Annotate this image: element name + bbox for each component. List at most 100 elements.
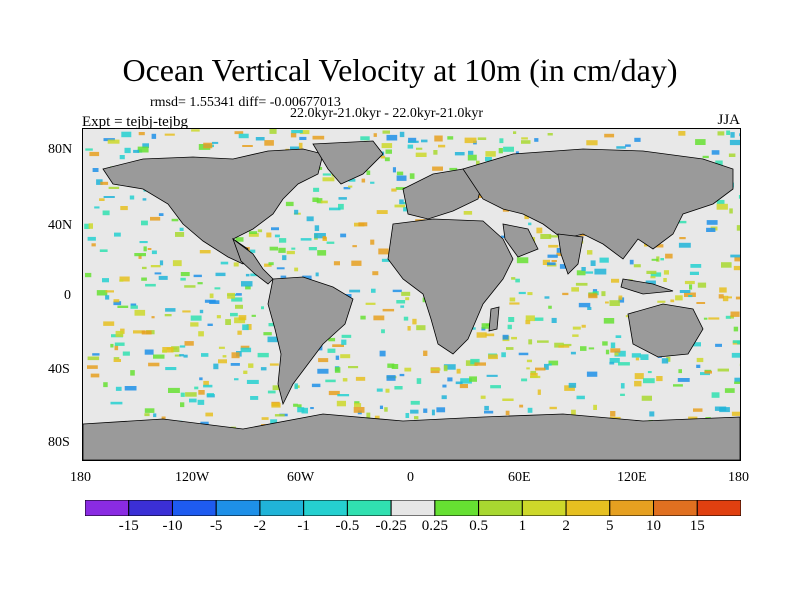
field-cell (730, 311, 740, 317)
field-cell (697, 282, 707, 288)
field-cell (530, 372, 538, 378)
field-cell (168, 387, 180, 393)
field-cell (153, 354, 165, 359)
field-cell (137, 146, 149, 153)
field-cell (274, 234, 280, 238)
field-cell (715, 160, 723, 167)
field-cell (328, 337, 336, 342)
arabia-landmass (502, 223, 539, 258)
field-cell (142, 266, 147, 270)
field-cell (209, 293, 214, 299)
field-cell (272, 385, 284, 391)
field-cell (730, 132, 735, 138)
field-cell (732, 340, 742, 344)
field-cell (184, 285, 196, 288)
south-america-landmass (267, 276, 354, 406)
field-cell (92, 353, 100, 356)
field-cell (214, 287, 221, 290)
field-cell (378, 248, 389, 255)
field-cell (616, 146, 626, 149)
field-cell (342, 378, 348, 382)
field-cell (87, 365, 98, 369)
field-cell (476, 332, 487, 338)
field-cell (609, 361, 615, 365)
field-cell (180, 402, 185, 408)
lat-label-80s: 80S (48, 435, 70, 450)
field-cell (711, 392, 720, 398)
field-cell (548, 363, 552, 366)
field-cell (620, 383, 625, 389)
field-cell (249, 231, 258, 234)
colorbar-swatch-8 (434, 500, 480, 516)
field-cell (704, 370, 712, 374)
field-cell (717, 368, 729, 372)
field-cell (610, 348, 621, 353)
field-cell (87, 356, 100, 361)
field-cell (183, 354, 188, 358)
field-cell (547, 254, 558, 258)
field-cell (739, 133, 743, 137)
colorbar-swatch-7 (390, 500, 436, 516)
field-cell (407, 144, 414, 149)
field-cell (516, 257, 529, 264)
field-cell (138, 254, 142, 259)
field-cell (121, 131, 132, 138)
field-cell (233, 262, 239, 267)
field-cell (328, 390, 340, 396)
lat-label-80n: 80N (48, 142, 73, 157)
field-cell (554, 342, 564, 348)
experiment-label: Expt = tejbj-tejbg (82, 114, 188, 130)
field-cell (261, 306, 264, 310)
field-cell (382, 308, 395, 312)
stats-text: rmsd= 1.55341 diff= -0.00677013 (150, 95, 341, 110)
field-cell (526, 367, 530, 370)
field-cell (278, 247, 286, 253)
field-cell (488, 354, 498, 360)
field-cell (294, 209, 299, 215)
field-cell (343, 187, 351, 190)
field-cell (486, 374, 498, 377)
field-cell (647, 371, 652, 374)
field-cell (593, 404, 597, 410)
field-cell (94, 206, 100, 209)
field-cell (294, 267, 299, 272)
field-cell (371, 288, 376, 293)
field-cell (728, 153, 736, 157)
colorbar-swatch-10 (521, 500, 567, 516)
colorbar-label: 0.25 (421, 518, 448, 534)
field-cell (113, 299, 120, 303)
field-cell (708, 317, 720, 320)
field-cell (260, 367, 267, 371)
field-cell (731, 411, 744, 416)
field-cell (610, 411, 616, 417)
field-cell (130, 370, 135, 376)
field-cell (594, 268, 607, 275)
colorbar-label: -15 (118, 518, 139, 534)
field-cell (480, 395, 486, 399)
field-cell (711, 150, 720, 155)
field-cell (689, 271, 699, 275)
field-cell (299, 130, 310, 135)
field-cell (460, 378, 472, 384)
field-cell (498, 148, 503, 154)
field-cell (576, 270, 586, 276)
field-cell (721, 262, 732, 268)
field-cell (474, 362, 486, 366)
field-cell (349, 289, 361, 293)
field-cell (318, 167, 323, 170)
field-cell (282, 255, 287, 261)
field-cell (365, 302, 376, 305)
field-cell (361, 178, 366, 183)
field-cell (719, 287, 727, 293)
field-cell (715, 343, 722, 347)
field-cell (384, 407, 388, 412)
field-cell (247, 249, 256, 253)
lat-label-0: 0 (64, 288, 71, 303)
field-cell (142, 198, 147, 201)
colorbar-label: -0.25 (375, 518, 407, 534)
field-cell (618, 295, 623, 300)
field-cell (269, 363, 279, 366)
field-cell (611, 278, 620, 283)
field-cell (141, 330, 152, 335)
field-cell (174, 354, 181, 357)
